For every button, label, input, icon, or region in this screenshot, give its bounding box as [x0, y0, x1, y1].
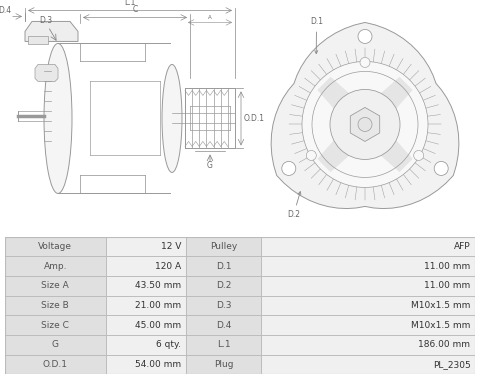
Polygon shape [35, 64, 58, 82]
Bar [5, 335, 106, 355]
Text: 12 V: 12 V [161, 242, 181, 251]
Bar [5, 355, 106, 374]
Polygon shape [381, 141, 412, 171]
Text: 186.00 mm: 186.00 mm [419, 340, 470, 349]
Bar [261, 256, 475, 276]
Text: 45.00 mm: 45.00 mm [135, 321, 181, 330]
Text: D.1: D.1 [310, 17, 323, 54]
Text: Size C: Size C [41, 321, 69, 330]
Bar [106, 355, 186, 374]
Bar [106, 335, 186, 355]
Bar [186, 315, 261, 335]
Text: Size B: Size B [41, 301, 69, 310]
Bar [5, 276, 106, 296]
Bar [106, 237, 186, 256]
Text: 120 A: 120 A [155, 262, 181, 271]
Text: PL_2305: PL_2305 [433, 360, 470, 369]
Text: Size A: Size A [41, 281, 69, 290]
Polygon shape [271, 23, 459, 209]
Polygon shape [25, 21, 78, 41]
Bar [261, 355, 475, 374]
Text: A: A [208, 15, 212, 20]
Bar [106, 296, 186, 315]
Text: D.4: D.4 [216, 321, 231, 330]
Text: M10x1.5 mm: M10x1.5 mm [411, 321, 470, 330]
Bar [186, 355, 261, 374]
Text: G: G [207, 161, 213, 170]
Polygon shape [318, 78, 349, 108]
Text: G: G [52, 340, 59, 349]
Circle shape [306, 150, 316, 161]
Circle shape [302, 61, 428, 188]
Bar [5, 315, 106, 335]
Circle shape [330, 89, 400, 159]
Text: D.2: D.2 [287, 192, 301, 220]
Bar [261, 296, 475, 315]
Bar [261, 335, 475, 355]
Text: 43.50 mm: 43.50 mm [135, 281, 181, 290]
Bar [106, 256, 186, 276]
Circle shape [434, 161, 448, 176]
Text: D.2: D.2 [216, 281, 231, 290]
Text: O.D.1: O.D.1 [244, 114, 265, 123]
Text: D.3: D.3 [216, 301, 231, 310]
Text: 11.00 mm: 11.00 mm [424, 262, 470, 271]
Circle shape [358, 117, 372, 132]
Circle shape [358, 29, 372, 44]
Polygon shape [381, 78, 412, 108]
Text: D.1: D.1 [216, 262, 231, 271]
Bar [5, 256, 106, 276]
Text: O.D.1: O.D.1 [43, 360, 68, 369]
Bar [261, 237, 475, 256]
Text: M10x1.5 mm: M10x1.5 mm [411, 301, 470, 310]
Text: 21.00 mm: 21.00 mm [135, 301, 181, 310]
Text: L.1: L.1 [124, 0, 136, 8]
Bar [261, 315, 475, 335]
Circle shape [414, 150, 424, 161]
Bar [186, 276, 261, 296]
Text: Voltage: Voltage [38, 242, 72, 251]
Bar [261, 276, 475, 296]
Text: 6 qty.: 6 qty. [156, 340, 181, 349]
Circle shape [287, 47, 443, 202]
Bar [186, 335, 261, 355]
Bar [186, 237, 261, 256]
Text: C: C [132, 5, 138, 14]
Bar [106, 315, 186, 335]
Bar [106, 276, 186, 296]
Bar [186, 296, 261, 315]
Bar [186, 256, 261, 276]
Text: Pulley: Pulley [210, 242, 237, 251]
Circle shape [282, 161, 296, 176]
Text: D.3: D.3 [39, 17, 53, 26]
Polygon shape [350, 108, 380, 141]
Polygon shape [318, 141, 349, 171]
Text: Amp.: Amp. [44, 262, 67, 271]
Text: Plug: Plug [214, 360, 233, 369]
Circle shape [360, 58, 370, 67]
Ellipse shape [162, 64, 182, 173]
Text: 11.00 mm: 11.00 mm [424, 281, 470, 290]
Text: L.1: L.1 [217, 340, 230, 349]
Polygon shape [28, 36, 48, 44]
Text: 54.00 mm: 54.00 mm [135, 360, 181, 369]
Text: D.4: D.4 [0, 6, 12, 15]
Ellipse shape [44, 44, 72, 193]
Bar [5, 296, 106, 315]
Text: AFP: AFP [454, 242, 470, 251]
Bar [5, 237, 106, 256]
